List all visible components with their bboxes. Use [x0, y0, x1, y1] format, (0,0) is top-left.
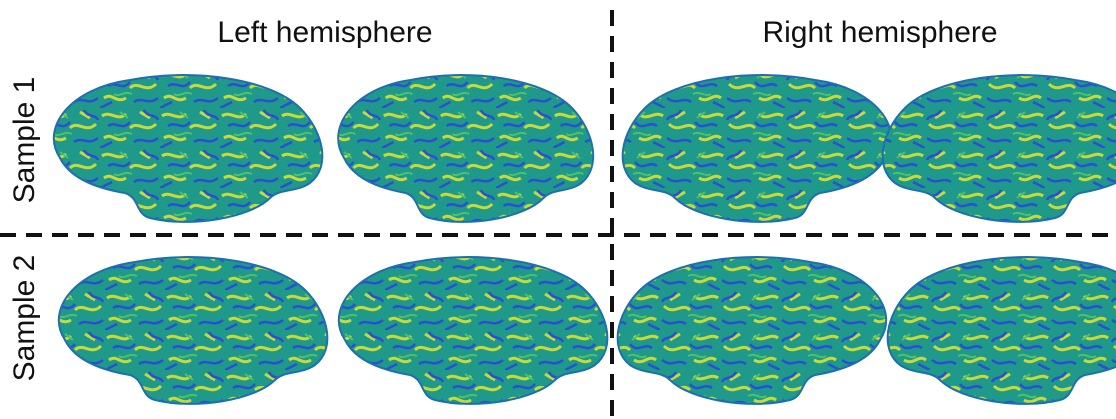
brain-render [623, 75, 892, 222]
brain-render [59, 257, 328, 404]
figure: Left hemisphere Right hemisphere Sample … [0, 0, 1116, 419]
brain-render [338, 75, 593, 222]
row-label: Sample 1 [8, 77, 41, 204]
brain-render [618, 257, 887, 404]
header-right: Right hemisphere [762, 16, 997, 49]
brain-render [54, 75, 323, 222]
brain-render [888, 257, 1116, 404]
row-label: Sample 2 [8, 255, 41, 382]
brain-render [883, 75, 1116, 222]
page: {"headers": {"left": "Left hemisphere", … [0, 0, 1116, 419]
brain-render [339, 257, 608, 404]
header-left: Left hemisphere [217, 16, 432, 49]
